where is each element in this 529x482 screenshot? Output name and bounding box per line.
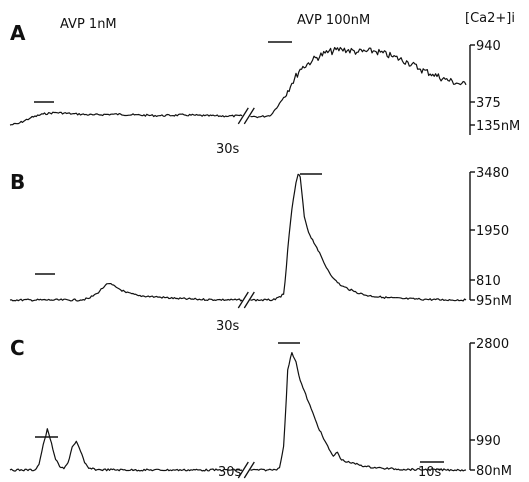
trace-c-segment-2: [250, 352, 467, 472]
traces-group: [9, 46, 467, 479]
trace-a-segment-1: [9, 111, 243, 126]
y-tick-label-a-1: 375: [476, 96, 501, 111]
y-tick-label-b-1: 1950: [476, 224, 509, 239]
y-tick-label-b-3: 95nM: [476, 294, 512, 309]
panel-b-label: B: [10, 170, 25, 194]
scale-bar-label: 10s: [418, 465, 442, 480]
trace-b-segment-1: [9, 283, 243, 302]
time-break-label-a: 30s: [216, 142, 240, 157]
time-break-mark-b-2: [243, 291, 255, 309]
trace-c-segment-1: [9, 428, 243, 472]
time-break-mark-a-2: [243, 107, 255, 125]
y-tick-label-a-0: 940: [476, 39, 501, 54]
trace-b-segment-2: [250, 173, 467, 302]
trace-a-segment-2: [250, 46, 467, 119]
panel-c-label: C: [10, 336, 25, 360]
axes-group: 940 375 135nM 3480 1950 810 95nM 2800 990 80nM: [469, 39, 520, 479]
time-break-mark-b-1: [237, 291, 249, 309]
y-axis-title: [Ca2+]i: [465, 11, 515, 26]
time-break-mark-c-2: [243, 461, 255, 479]
time-break-mark-a-1: [237, 107, 249, 125]
panel-a-label: A: [10, 21, 26, 45]
y-tick-label-c-1: 990: [476, 434, 501, 449]
y-tick-label-b-2: 810: [476, 274, 501, 289]
y-tick-label-b-0: 3480: [476, 166, 509, 181]
time-break-label-b: 30s: [216, 319, 240, 334]
y-tick-label-c-2: 80nM: [476, 464, 512, 479]
stimulus-label-low: AVP 1nM: [60, 17, 117, 32]
y-tick-label-a-2: 135nM: [476, 119, 520, 134]
time-break-mark-c-1: [237, 461, 249, 479]
stimulus-label-high: AVP 100nM: [297, 13, 370, 28]
y-tick-label-c-0: 2800: [476, 337, 509, 352]
